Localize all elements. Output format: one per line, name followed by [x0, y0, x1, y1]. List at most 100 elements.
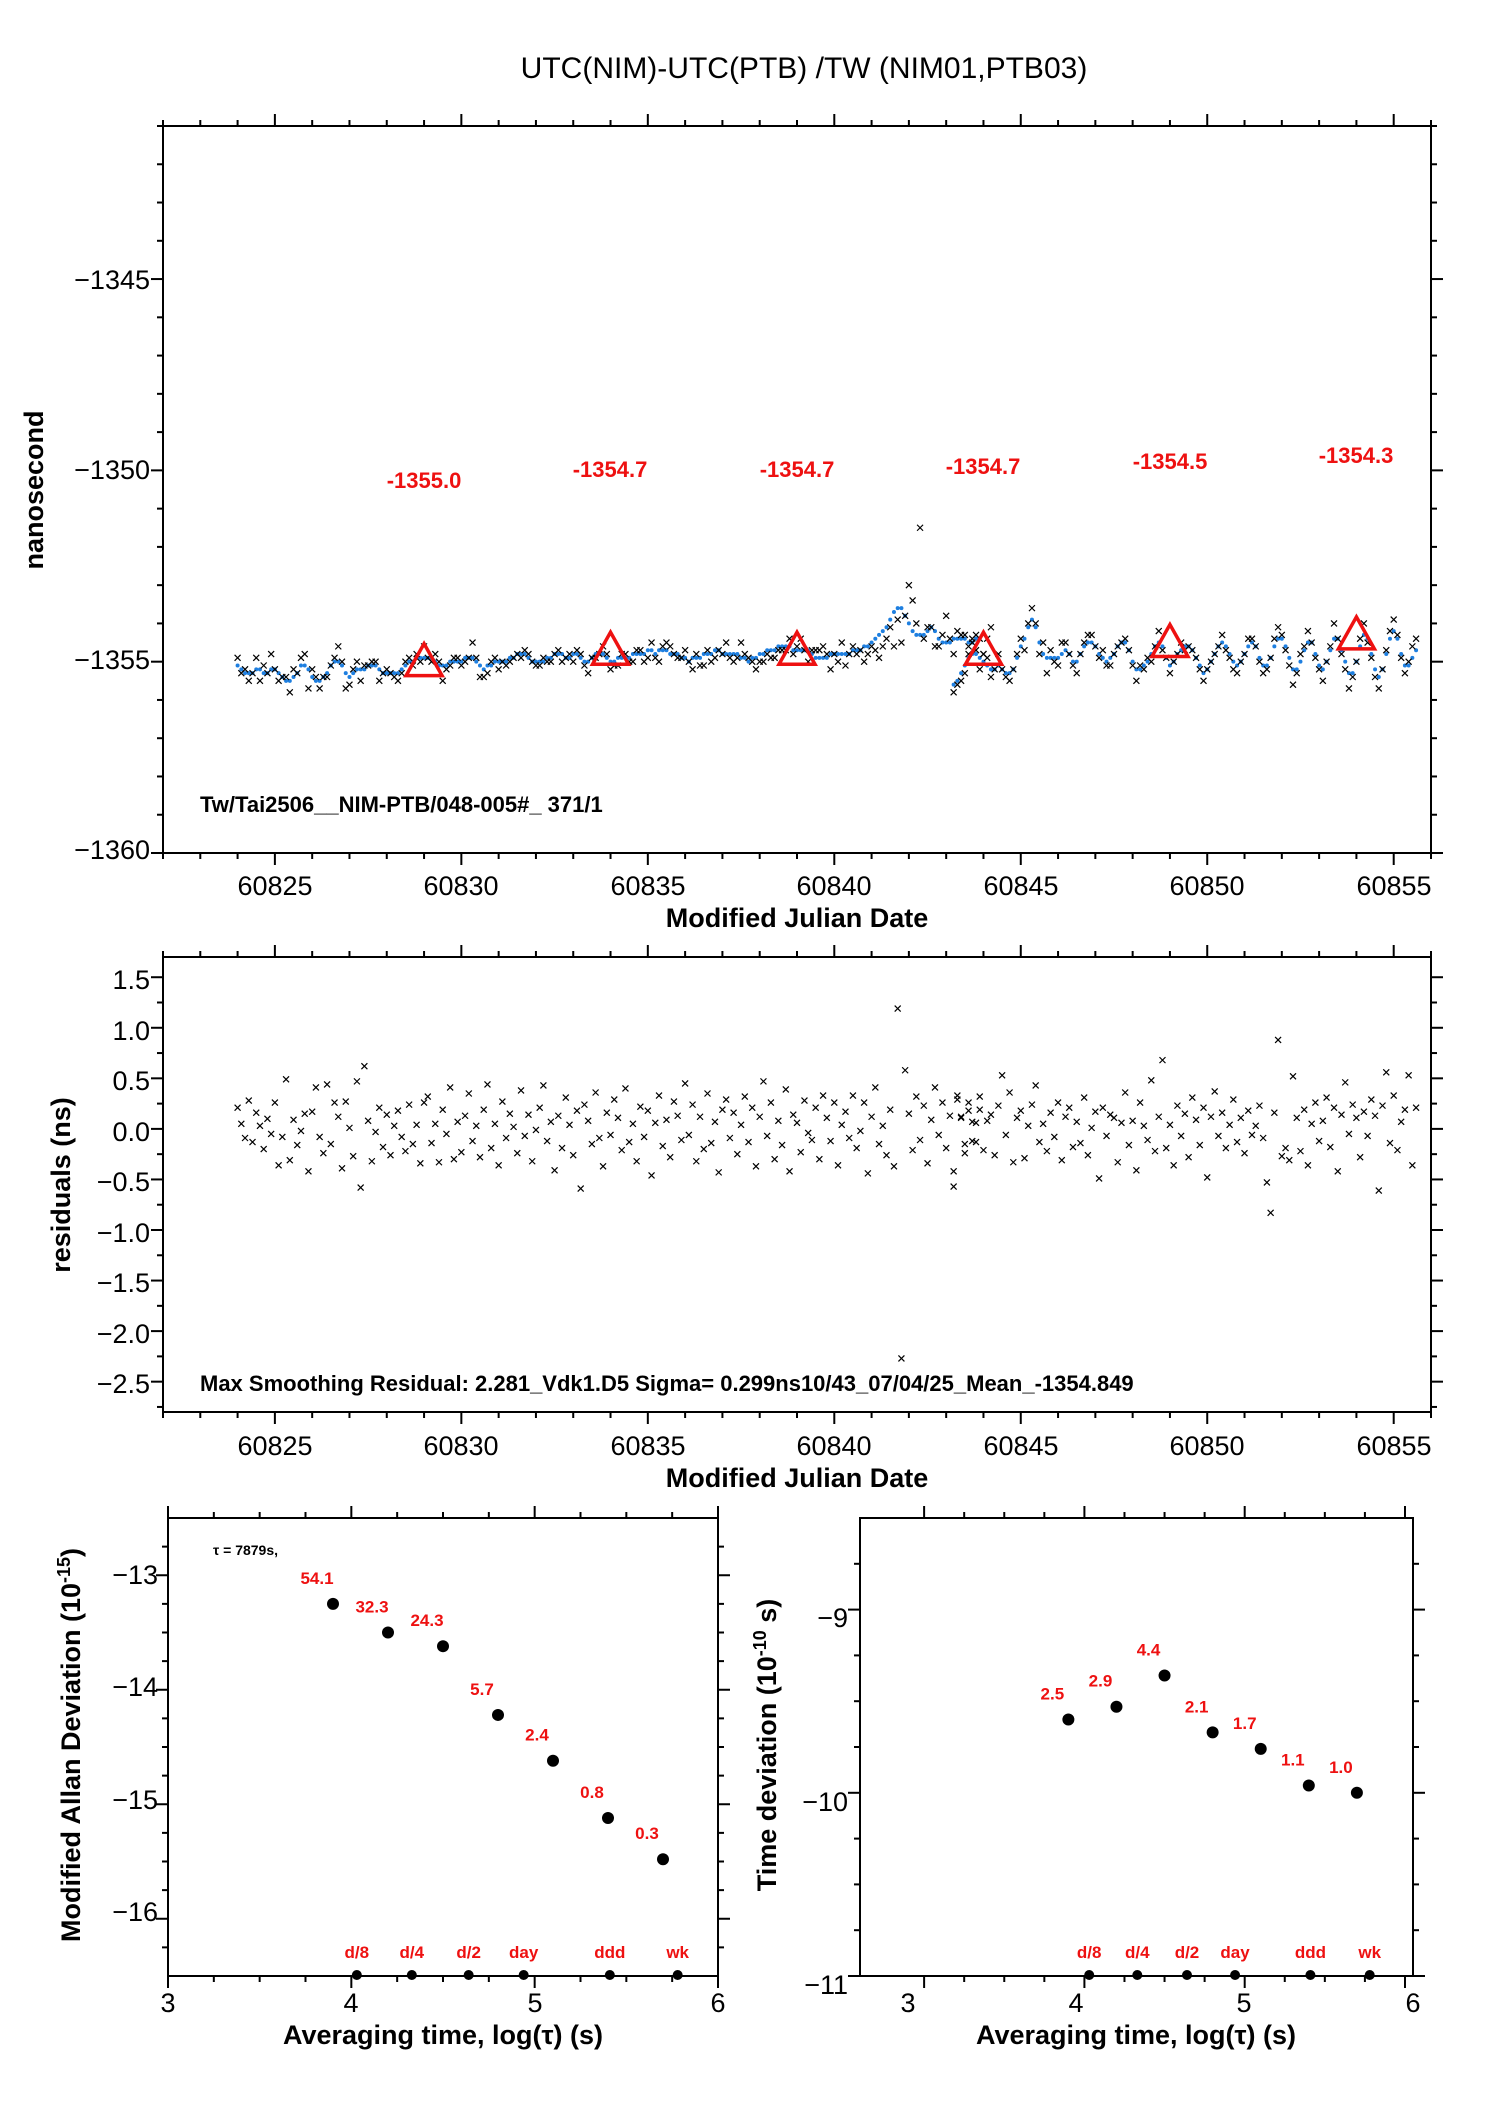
- data-point-cross: [722, 1096, 730, 1103]
- data-point-smoothed: [403, 663, 408, 668]
- data-point-smoothed: [507, 655, 512, 660]
- data-point-cross: [1024, 619, 1032, 627]
- data-point-cross: [849, 1092, 857, 1099]
- data-point-cross: [525, 650, 532, 658]
- data-point-cross: [1002, 1131, 1010, 1139]
- mean-label: -1354.5: [1133, 449, 1208, 474]
- data-point-cross: [260, 662, 268, 669]
- data-point-cross: [920, 1102, 928, 1110]
- data-point-cross: [834, 1161, 842, 1169]
- data-point-smoothed: [742, 655, 747, 660]
- data-point-cross: [718, 650, 726, 658]
- data-point-cross: [1408, 1161, 1416, 1169]
- data-point-cross: [856, 1127, 864, 1135]
- data-point-smoothed: [351, 671, 356, 676]
- data-point-cross: [991, 1151, 999, 1159]
- data-point-cross: [1237, 658, 1245, 666]
- data-point-smoothed: [951, 682, 956, 687]
- data-point-cross: [864, 1169, 872, 1177]
- data-point-cross: [1311, 1099, 1319, 1107]
- data-point-cross: [539, 1081, 547, 1089]
- data-point-cross: [1293, 669, 1301, 677]
- timeseries-ticks: [151, 114, 1443, 865]
- data-point-cross: [398, 669, 406, 677]
- data-point-cross: [1338, 1111, 1345, 1119]
- data-point-cross: [1252, 1122, 1260, 1130]
- timeseries-x-tick-labels: 60825 60830 60835 60840 60845 60850 6085…: [237, 871, 1431, 901]
- data-point-cross: [965, 1099, 972, 1107]
- data-point-cross: [868, 1113, 876, 1121]
- data-point-cross: [431, 1120, 439, 1128]
- data-point-cross: [901, 612, 909, 620]
- residuals-annotation: Max Smoothing Residual: 2.281_Vdk1.D5 Si…: [200, 1371, 1134, 1396]
- data-point-cross: [357, 677, 365, 685]
- data-point-cross: [681, 1079, 689, 1087]
- data-point-cross: [1222, 646, 1230, 654]
- data-point-smoothed: [914, 632, 919, 637]
- data-point-smoothed: [1257, 655, 1262, 660]
- data-point-cross: [1132, 677, 1140, 685]
- data-point-cross: [1405, 658, 1413, 666]
- period-marker-label: wk: [1357, 1943, 1381, 1962]
- data-point-cross: [801, 1097, 808, 1105]
- data-point-cross: [1323, 1094, 1331, 1101]
- deviation-point: [602, 1811, 614, 1824]
- data-point-cross: [1226, 1121, 1234, 1129]
- data-point-smoothed: [243, 671, 248, 676]
- data-point-cross: [1345, 1130, 1353, 1138]
- deviation-value-label: 32.3: [355, 1598, 388, 1617]
- data-point-cross: [871, 646, 879, 654]
- timeseries-marks: [234, 524, 1420, 696]
- deviation-point: [327, 1597, 339, 1610]
- data-point-smoothed: [1033, 625, 1038, 630]
- data-point-cross: [338, 658, 346, 666]
- tdev-x-tick-labels: 3 4 5 6: [900, 1988, 1420, 2018]
- data-point-cross: [1356, 1153, 1364, 1161]
- data-point-cross: [968, 1118, 976, 1126]
- deviation-point: [382, 1626, 394, 1639]
- x-tick-label: 60850: [1169, 1431, 1244, 1461]
- data-point-cross: [398, 1133, 406, 1141]
- data-point-cross: [1248, 635, 1256, 643]
- data-point-cross: [1285, 662, 1293, 669]
- data-point-cross: [1412, 1104, 1420, 1112]
- data-point-cross: [249, 1138, 256, 1146]
- data-point-cross: [495, 1161, 503, 1169]
- data-point-cross: [760, 658, 767, 666]
- data-point-smoothed: [906, 621, 911, 626]
- data-point-cross: [827, 1137, 834, 1145]
- mean-label: -1355.0: [387, 468, 462, 493]
- data-point-cross: [1080, 1094, 1088, 1101]
- data-point-cross: [1270, 1109, 1278, 1117]
- data-point-smoothed: [1160, 644, 1165, 649]
- timeseries-annotation: Tw/Tai2506__NIM-PTB/048-005#_ 371/1: [200, 792, 603, 817]
- data-point-smoothed: [888, 617, 893, 622]
- data-point-cross: [983, 1117, 991, 1125]
- data-point-cross: [1006, 677, 1014, 685]
- y-tick-label: −13: [112, 1560, 158, 1590]
- data-point-cross: [465, 1090, 473, 1097]
- data-point-smoothed: [1015, 655, 1020, 660]
- data-point-cross: [1394, 1146, 1401, 1154]
- residuals-frame: [162, 956, 1432, 1413]
- deviation-value-label: 5.7: [470, 1680, 494, 1699]
- data-point-cross: [1047, 646, 1055, 654]
- data-point-cross: [830, 650, 838, 658]
- data-point-cross: [1252, 642, 1260, 650]
- data-point-cross: [256, 677, 264, 685]
- data-point-cross: [1326, 1143, 1334, 1151]
- data-point-smoothed: [668, 652, 673, 657]
- data-point-cross: [1401, 1106, 1409, 1114]
- data-point-cross: [428, 1139, 435, 1147]
- data-point-cross: [573, 1107, 581, 1115]
- data-point-cross: [1390, 616, 1398, 624]
- data-point-cross: [1024, 1122, 1032, 1130]
- data-point-cross: [1405, 1071, 1413, 1079]
- data-point-cross: [1091, 1108, 1099, 1116]
- data-point-cross: [685, 1131, 693, 1139]
- data-point-cross: [894, 1005, 902, 1012]
- data-point-smoothed: [813, 655, 818, 660]
- data-point-cross: [1274, 623, 1282, 631]
- data-point-cross: [260, 1145, 268, 1153]
- data-point-cross: [405, 1101, 413, 1109]
